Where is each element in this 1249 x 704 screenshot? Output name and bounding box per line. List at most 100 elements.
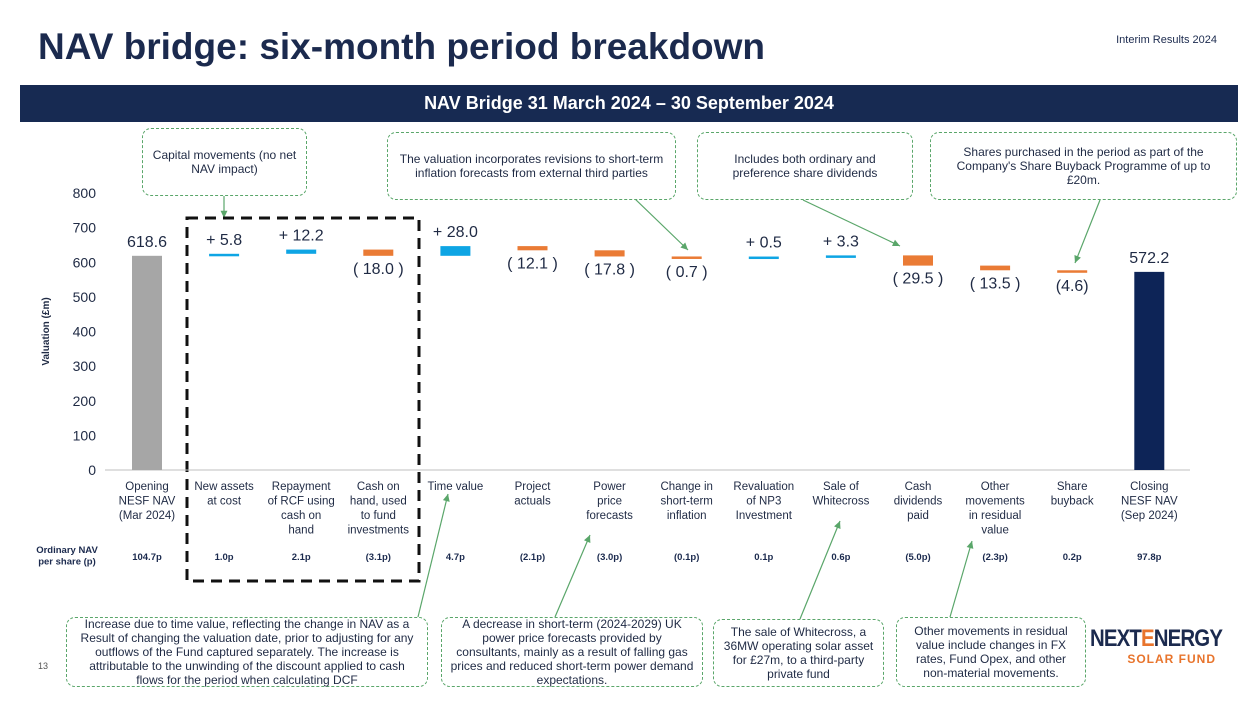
per-share-value-2: 1.0p [215,552,234,563]
bar-12 [980,265,1011,271]
arrow-dividends [802,199,901,247]
category-label-line: NESF NAV [119,496,176,508]
page-title: NAV bridge: six-month period breakdown [38,26,766,67]
y-tick-label: 500 [73,289,97,305]
data-label-11: ( 29.5 ) [893,271,944,288]
bar-6 [517,246,548,251]
category-label-line: Sale of [823,481,860,493]
arrow-line [1074,199,1101,264]
arrow-head [834,521,841,529]
arrow-capital-movements [220,196,228,218]
callout-whitecross: The sale of Whitecross, a 36MW operating… [713,619,884,687]
data-label-3: + 12.2 [279,228,324,245]
bar-9 [748,256,779,260]
arrow-line [633,197,689,251]
category-label-line: Investment [736,510,793,522]
y-axis: 0 100 200 300 400 500 600 700 800 Valuation (£m) [41,185,1190,478]
bar-7 [594,250,625,257]
category-label-line: paid [907,510,929,522]
category-label-1: Opening NESF NAV (Mar 2024) [119,481,176,522]
category-label-line: NESF NAV [1121,496,1178,508]
arrow-head [220,210,228,218]
category-label-line: Cash [905,481,932,493]
category-label-line: in residual [969,510,1021,522]
per-share-value-12: (2.3p) [982,552,1007,563]
category-label-2: New assets at cost [194,481,254,508]
category-label-7: Power price forecasts [586,481,633,522]
bar-3 [286,249,317,254]
category-label-line: of NP3 [746,496,781,508]
category-label-line: Time value [427,481,483,493]
category-label-line: Share [1057,481,1088,493]
category-label-line: dividends [894,496,943,508]
bar-1 [132,255,162,470]
category-label-line: price [597,496,622,508]
callout-valuation-inflation: The valuation incorporates revisions to … [387,132,676,200]
category-label-9: Revaluation of NP3 Investment [733,481,794,522]
data-label-2: + 5.8 [206,232,242,249]
per-share-value-5: 4.7p [446,552,465,563]
category-label-line: forecasts [586,510,633,522]
bars: 618.6 Opening NESF NAV (Mar 2024) 104.7p + 5.… [36,224,1178,567]
data-label-8: ( 0.7 ) [666,264,708,281]
page-number: 13 [38,661,49,671]
category-label-6: Project actuals [514,481,551,508]
category-label-line: (Sep 2024) [1121,510,1178,522]
callout-power-prices: A decrease in short-term (2024-2029) UK … [441,617,703,687]
arrow-other-movements [949,540,974,618]
per-share-value-14: 97.8p [1137,552,1161,563]
category-label-line: to fund [361,510,396,522]
bar-10 [825,255,856,258]
category-label-14: Closing NESF NAV (Sep 2024) [1121,481,1178,522]
bar-13 [1057,270,1088,273]
category-label-line: movements [965,496,1025,508]
category-label-line: actuals [514,496,551,508]
category-label-line: Other [981,481,1010,493]
arrow-line [417,493,449,618]
y-tick-label: 400 [73,324,97,340]
category-label-4: Cash on hand, used to fund investments [348,481,410,537]
category-label-line: Closing [1130,481,1168,493]
arrow-valuation-inflation [633,197,689,251]
report-subtitle: Interim Results 2024 [1116,34,1217,46]
capital-movements-box [185,216,421,583]
category-label-line: hand [288,525,314,537]
category-label-line: (Mar 2024) [119,510,175,522]
category-label-line: of RCF using [268,496,335,508]
category-label-line: Power [593,481,626,493]
category-label-3: Repayment of RCF using cash on hand [268,481,335,537]
chart-banner: NAV Bridge 31 March 2024 – 30 September … [20,85,1238,122]
category-label-line: Opening [125,481,168,493]
per-share-value-6: (2.1p) [520,552,545,563]
per-share-value-7: (3.0p) [597,552,622,563]
category-label-line: New assets [194,481,254,493]
category-label-line: Whitecross [812,496,869,508]
arrow-head [442,494,450,502]
per-share-value-4: (3.1p) [366,552,391,563]
category-label-8: Change in short-term inflation [660,481,712,522]
per-share-row-label-line: Ordinary NAV [36,545,98,556]
nextenergy-logo: NEXTENERGY SOLAR FUND [1090,626,1223,672]
y-tick-label: 600 [73,254,97,270]
logo-tagline: SOLAR FUND [1127,652,1216,666]
data-label-1: 618.6 [127,234,167,251]
callout-time-value: Increase due to time value, reflecting t… [66,617,428,687]
category-label-10: Sale of Whitecross [812,481,869,508]
category-label-line: buyback [1051,496,1094,508]
data-label-12: ( 13.5 ) [970,275,1021,292]
per-share-value-11: (5.0p) [905,552,930,563]
data-label-14: 572.2 [1129,250,1169,267]
y-tick-label: 300 [73,358,97,374]
category-label-line: Cash on [357,481,400,493]
category-label-line: value [981,525,1009,537]
arrow-line [802,199,901,247]
arrow-line [799,520,841,620]
bar-14 [1134,271,1165,470]
arrow-whitecross [799,520,841,620]
data-label-4: ( 18.0 ) [353,261,404,278]
category-label-line: Repayment [272,481,332,493]
arrow-time-value [417,493,450,618]
y-tick-label: 100 [73,427,97,443]
data-label-7: ( 17.8 ) [584,261,635,278]
